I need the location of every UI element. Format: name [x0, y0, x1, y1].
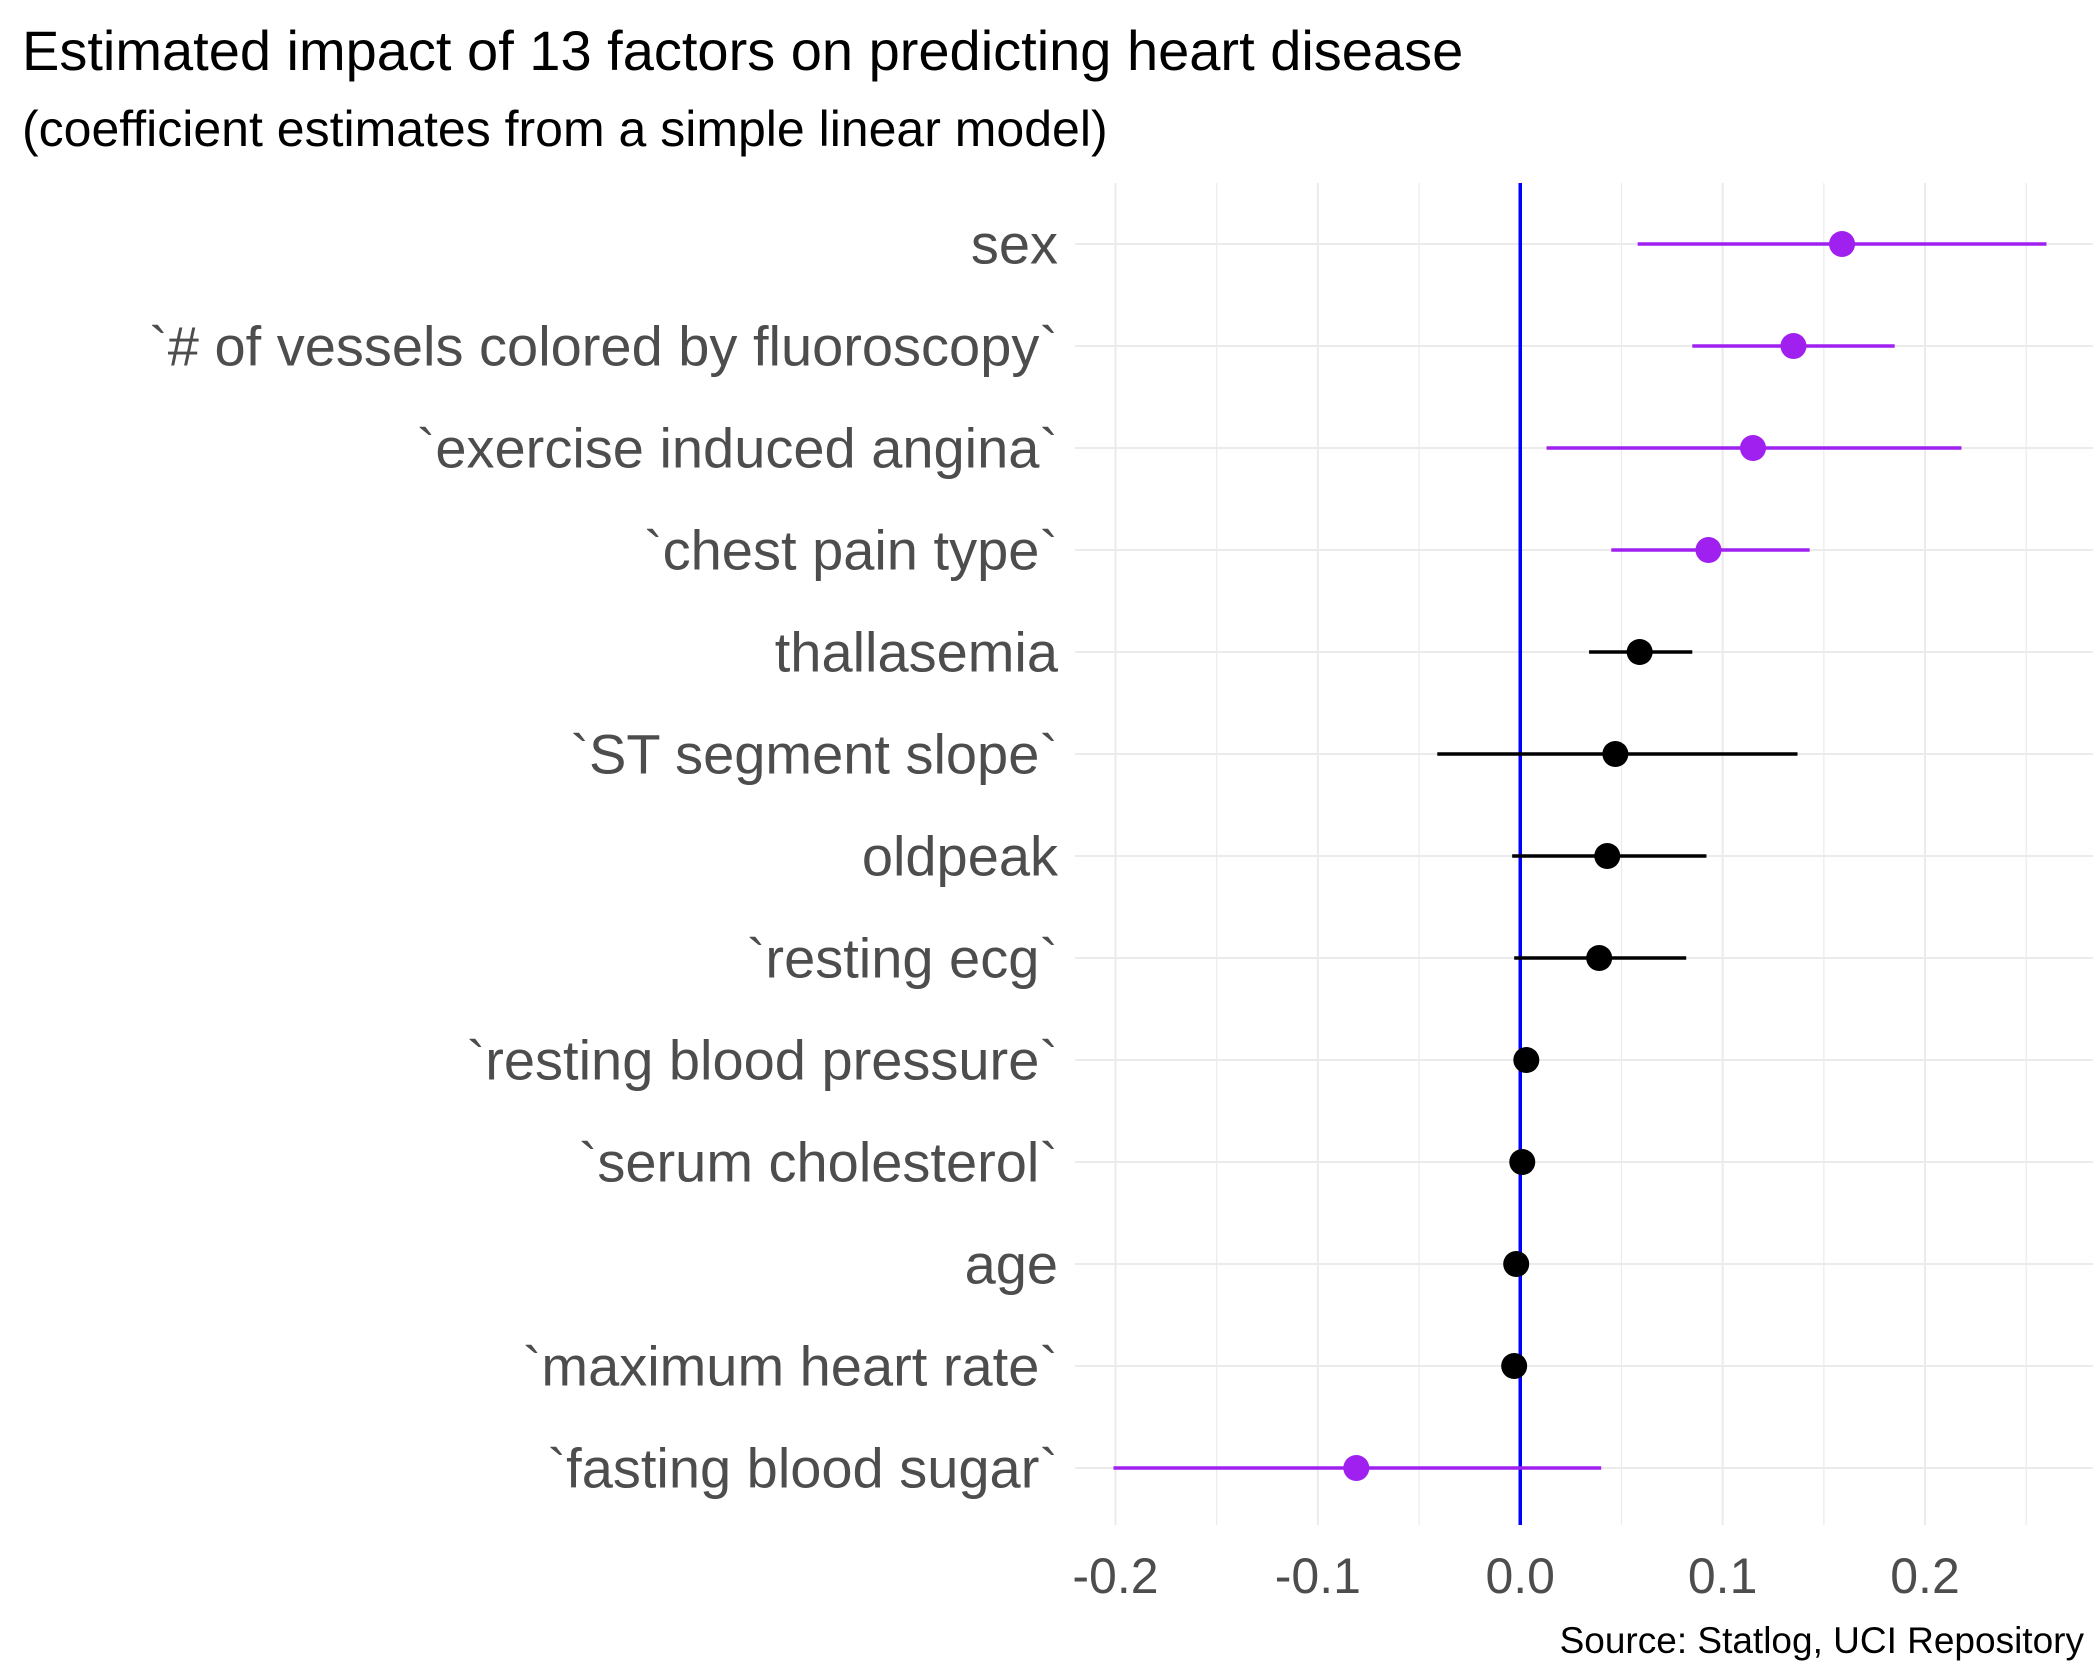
coefficient-point: [1501, 1353, 1528, 1379]
x-axis-ticks: -0.2 -0.1 0.0 0.1 0.2: [1072, 1548, 1959, 1604]
y-axis-label: `resting blood pressure`: [467, 1029, 1058, 1092]
coefficient-point: [1780, 333, 1807, 359]
chart-caption: Source: Statlog, UCI Repository: [1559, 1620, 2084, 1661]
y-axis-label: `maximum heart rate`: [523, 1335, 1058, 1398]
y-axis-label: sex: [971, 213, 1058, 276]
coefficient-point: [1586, 945, 1613, 971]
coefficient-point: [1695, 537, 1722, 563]
y-axis-label: thallasemia: [775, 621, 1059, 684]
y-axis-label: `resting ecg`: [747, 927, 1058, 990]
x-tick-label: 0.2: [1890, 1548, 1960, 1604]
y-axis-label: `chest pain type`: [644, 519, 1058, 582]
grid-layer: [1075, 183, 2093, 1525]
coefficient-point: [1739, 435, 1766, 461]
y-axis-label: `serum cholesterol`: [579, 1131, 1058, 1194]
y-axis-labels: sex `# of vessels colored by fluoroscopy`…: [149, 213, 1059, 1500]
y-axis-label: age: [965, 1233, 1058, 1296]
y-axis-label: oldpeak: [862, 825, 1059, 888]
y-axis-label: `ST segment slope`: [570, 723, 1058, 786]
coefficient-point: [1594, 843, 1621, 869]
coefficient-point: [1513, 1047, 1540, 1073]
x-tick-label: 0.1: [1688, 1548, 1758, 1604]
chart-title: Estimated impact of 13 factors on predic…: [22, 19, 1464, 82]
y-axis-label: `fasting blood sugar`: [547, 1437, 1058, 1500]
x-tick-label: 0.0: [1485, 1548, 1555, 1604]
chart-subtitle: (coefficient estimates from a simple lin…: [22, 101, 1108, 157]
x-tick-label: -0.1: [1275, 1548, 1361, 1604]
y-axis-label: `# of vessels colored by fluoroscopy`: [149, 315, 1058, 378]
coefficient-point: [1343, 1455, 1370, 1481]
marks-layer: [1113, 231, 2047, 1481]
coefficient-point: [1626, 639, 1653, 665]
x-tick-label: -0.2: [1072, 1548, 1158, 1604]
coefficient-point: [1829, 231, 1856, 257]
coefficient-point: [1509, 1149, 1536, 1175]
coefficient-point: [1503, 1251, 1530, 1277]
y-axis-label: `exercise induced angina`: [417, 417, 1058, 480]
coefficient-point: [1602, 741, 1629, 767]
